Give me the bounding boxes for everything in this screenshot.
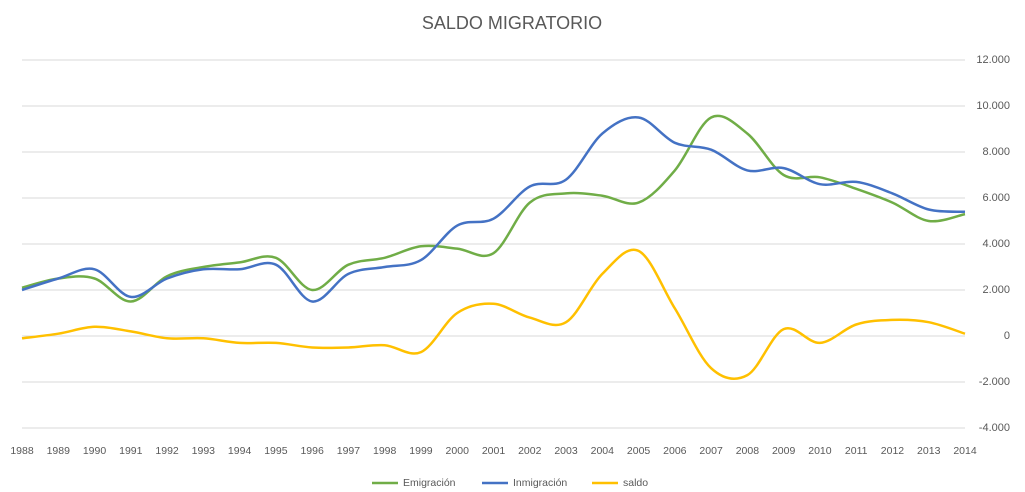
x-tick-label: 2013 [917, 445, 941, 457]
y-tick-label: -4.000 [979, 422, 1010, 434]
x-tick-label: 2005 [627, 445, 651, 457]
line-series [21, 114, 966, 303]
x-tick-label: 1994 [228, 445, 252, 457]
x-tick-label: 2001 [482, 445, 506, 457]
x-tick-label: 2006 [663, 445, 687, 457]
x-tick-label: 2014 [953, 445, 977, 457]
x-tick-label: 2003 [554, 445, 578, 457]
x-tick-label: 1988 [10, 445, 34, 457]
x-tick-label: 1990 [83, 445, 107, 457]
y-tick-label: 12.000 [976, 54, 1010, 66]
x-tick-label: 1993 [192, 445, 216, 457]
x-tick-label: 2009 [772, 445, 796, 457]
x-tick-label: 2008 [736, 445, 760, 457]
x-tick-label: 2002 [518, 445, 542, 457]
y-tick-label: 10.000 [976, 100, 1010, 112]
x-tick-label: 1999 [409, 445, 433, 457]
line-series [21, 248, 966, 380]
x-tick-label: 1998 [373, 445, 397, 457]
x-tick-label: 1989 [47, 445, 71, 457]
x-tick-label: 1992 [155, 445, 179, 457]
x-tick-label: 2004 [591, 445, 615, 457]
y-tick-label: 2.000 [982, 284, 1010, 296]
x-tick-label: 2012 [881, 445, 905, 457]
x-tick-label: 1996 [300, 445, 324, 457]
legend-label: Emigración [403, 477, 456, 489]
line-series [21, 116, 966, 303]
x-tick-label: 1991 [119, 445, 143, 457]
legend-label: Inmigración [513, 477, 567, 489]
x-tick-label: 2011 [845, 445, 868, 457]
y-tick-label: -2.000 [979, 376, 1010, 388]
y-tick-label: 8.000 [982, 146, 1010, 158]
x-tick-label: 1995 [264, 445, 288, 457]
x-tick-label: 1997 [337, 445, 361, 457]
x-tick-label: 2007 [699, 445, 723, 457]
y-tick-label: 6.000 [982, 192, 1010, 204]
y-tick-label: 0 [1004, 330, 1010, 342]
legend-label: saldo [623, 477, 648, 489]
x-tick-label: 2010 [808, 445, 832, 457]
x-tick-label: 2000 [446, 445, 470, 457]
chart-title: SALDO MIGRATORIO [422, 13, 602, 33]
y-tick-label: 4.000 [982, 238, 1010, 250]
